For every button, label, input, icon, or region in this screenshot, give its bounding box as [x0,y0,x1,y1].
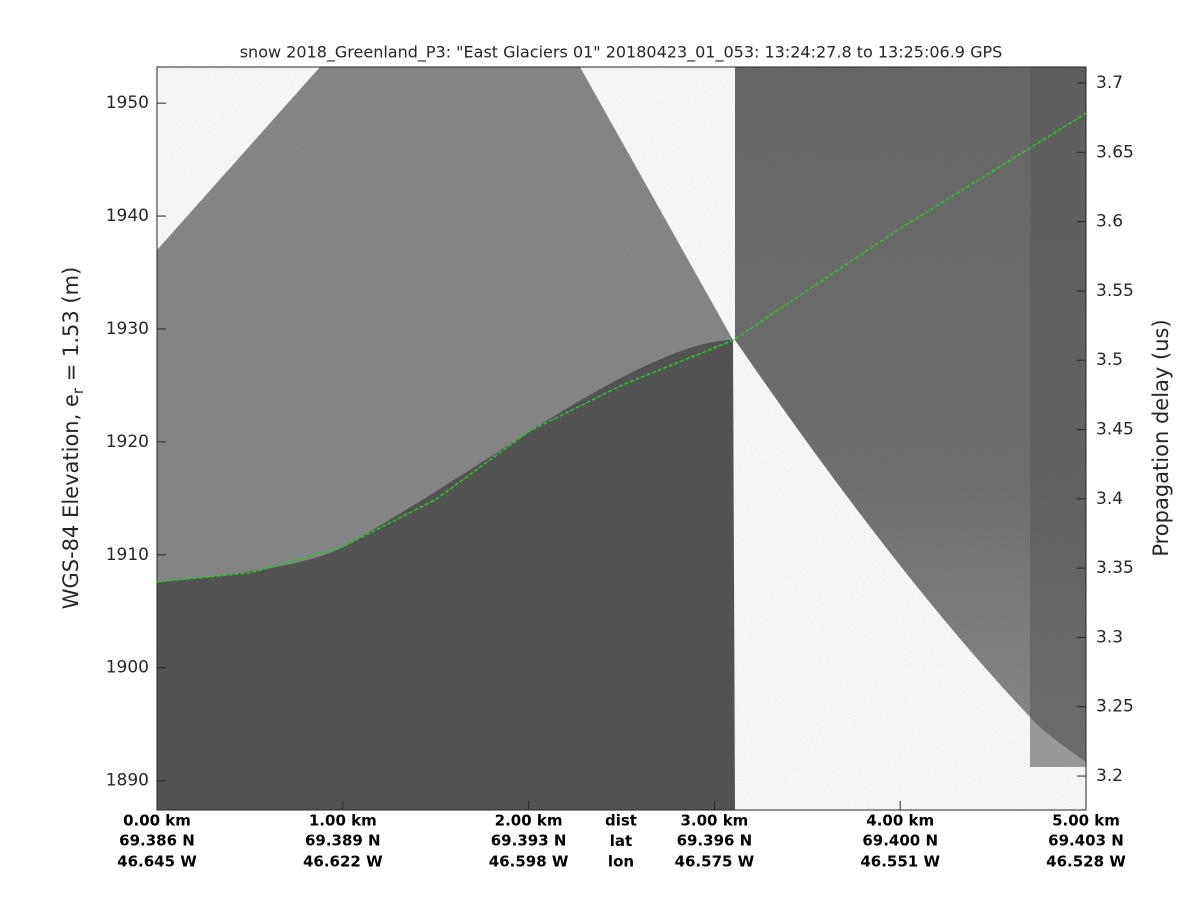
x-tick-lat: 69.403 N [1048,832,1124,850]
y2-tick-label: 3.45 [1096,419,1134,439]
x-tick-lon: 46.645 W [117,853,197,871]
y-tick-label: 1910 [106,545,149,565]
y-tick-label: 1890 [106,771,149,791]
y2-tick-label: 3.35 [1096,558,1134,578]
y-label-subscript: r [69,387,87,394]
x-row-label: lon [608,853,634,871]
echogram [157,67,1086,810]
y2-tick-label: 3.25 [1096,697,1134,717]
y-axis-label: WGS-84 Elevation, er = 1.53 (m) [59,267,87,610]
x-tick-lat: 69.389 N [305,832,381,850]
y-tick-label: 1940 [106,206,149,226]
x-tick-lon: 46.622 W [303,853,383,871]
y-tick-label: 1900 [106,658,149,678]
x-tick-label: 3.00 km [680,812,748,830]
x-tick-lon: 46.575 W [675,853,755,871]
x-tick-lat: 69.400 N [862,832,938,850]
y-tick-label: 1920 [106,432,149,452]
x-tick-label: 2.00 km [495,812,563,830]
y2-tick-label: 3.6 [1096,212,1123,232]
y2-tick-label: 3.65 [1096,142,1134,162]
x-tick-label: 0.00 km [123,812,191,830]
y-tick-label: 1950 [106,93,149,113]
x-tick-label: 1.00 km [309,812,377,830]
x-tick-lat: 69.393 N [491,832,567,850]
y2-tick-label: 3.7 [1096,73,1123,93]
y-label-part: = 1.53 (m) [59,267,83,388]
chart-title: snow 2018_Greenland_P3: "East Glaciers 0… [240,43,1003,63]
y2-tick-label: 3.4 [1096,489,1123,509]
y2-axis-label: Propagation delay (us) [1149,319,1173,556]
y2-tick-label: 3.55 [1096,281,1134,301]
x-tick-lon: 46.528 W [1046,853,1126,871]
plot-frame [156,66,1087,811]
y2-tick-label: 3.3 [1096,627,1123,647]
x-tick-label: 5.00 km [1052,812,1120,830]
x-tick-lat: 69.396 N [677,832,753,850]
y-label-part: WGS-84 Elevation, e [59,394,83,609]
y-tick-label: 1930 [106,319,149,339]
y2-tick-label: 3.5 [1096,350,1123,370]
x-row-label: dist [605,812,637,830]
surface-line [157,112,1086,583]
x-tick-lon: 46.551 W [860,853,940,871]
x-tick-lat: 69.386 N [119,832,195,850]
x-tick-label: 4.00 km [866,812,934,830]
x-tick-lon: 46.598 W [489,853,569,871]
x-row-label: lat [610,832,632,850]
y2-tick-label: 3.2 [1096,766,1123,786]
